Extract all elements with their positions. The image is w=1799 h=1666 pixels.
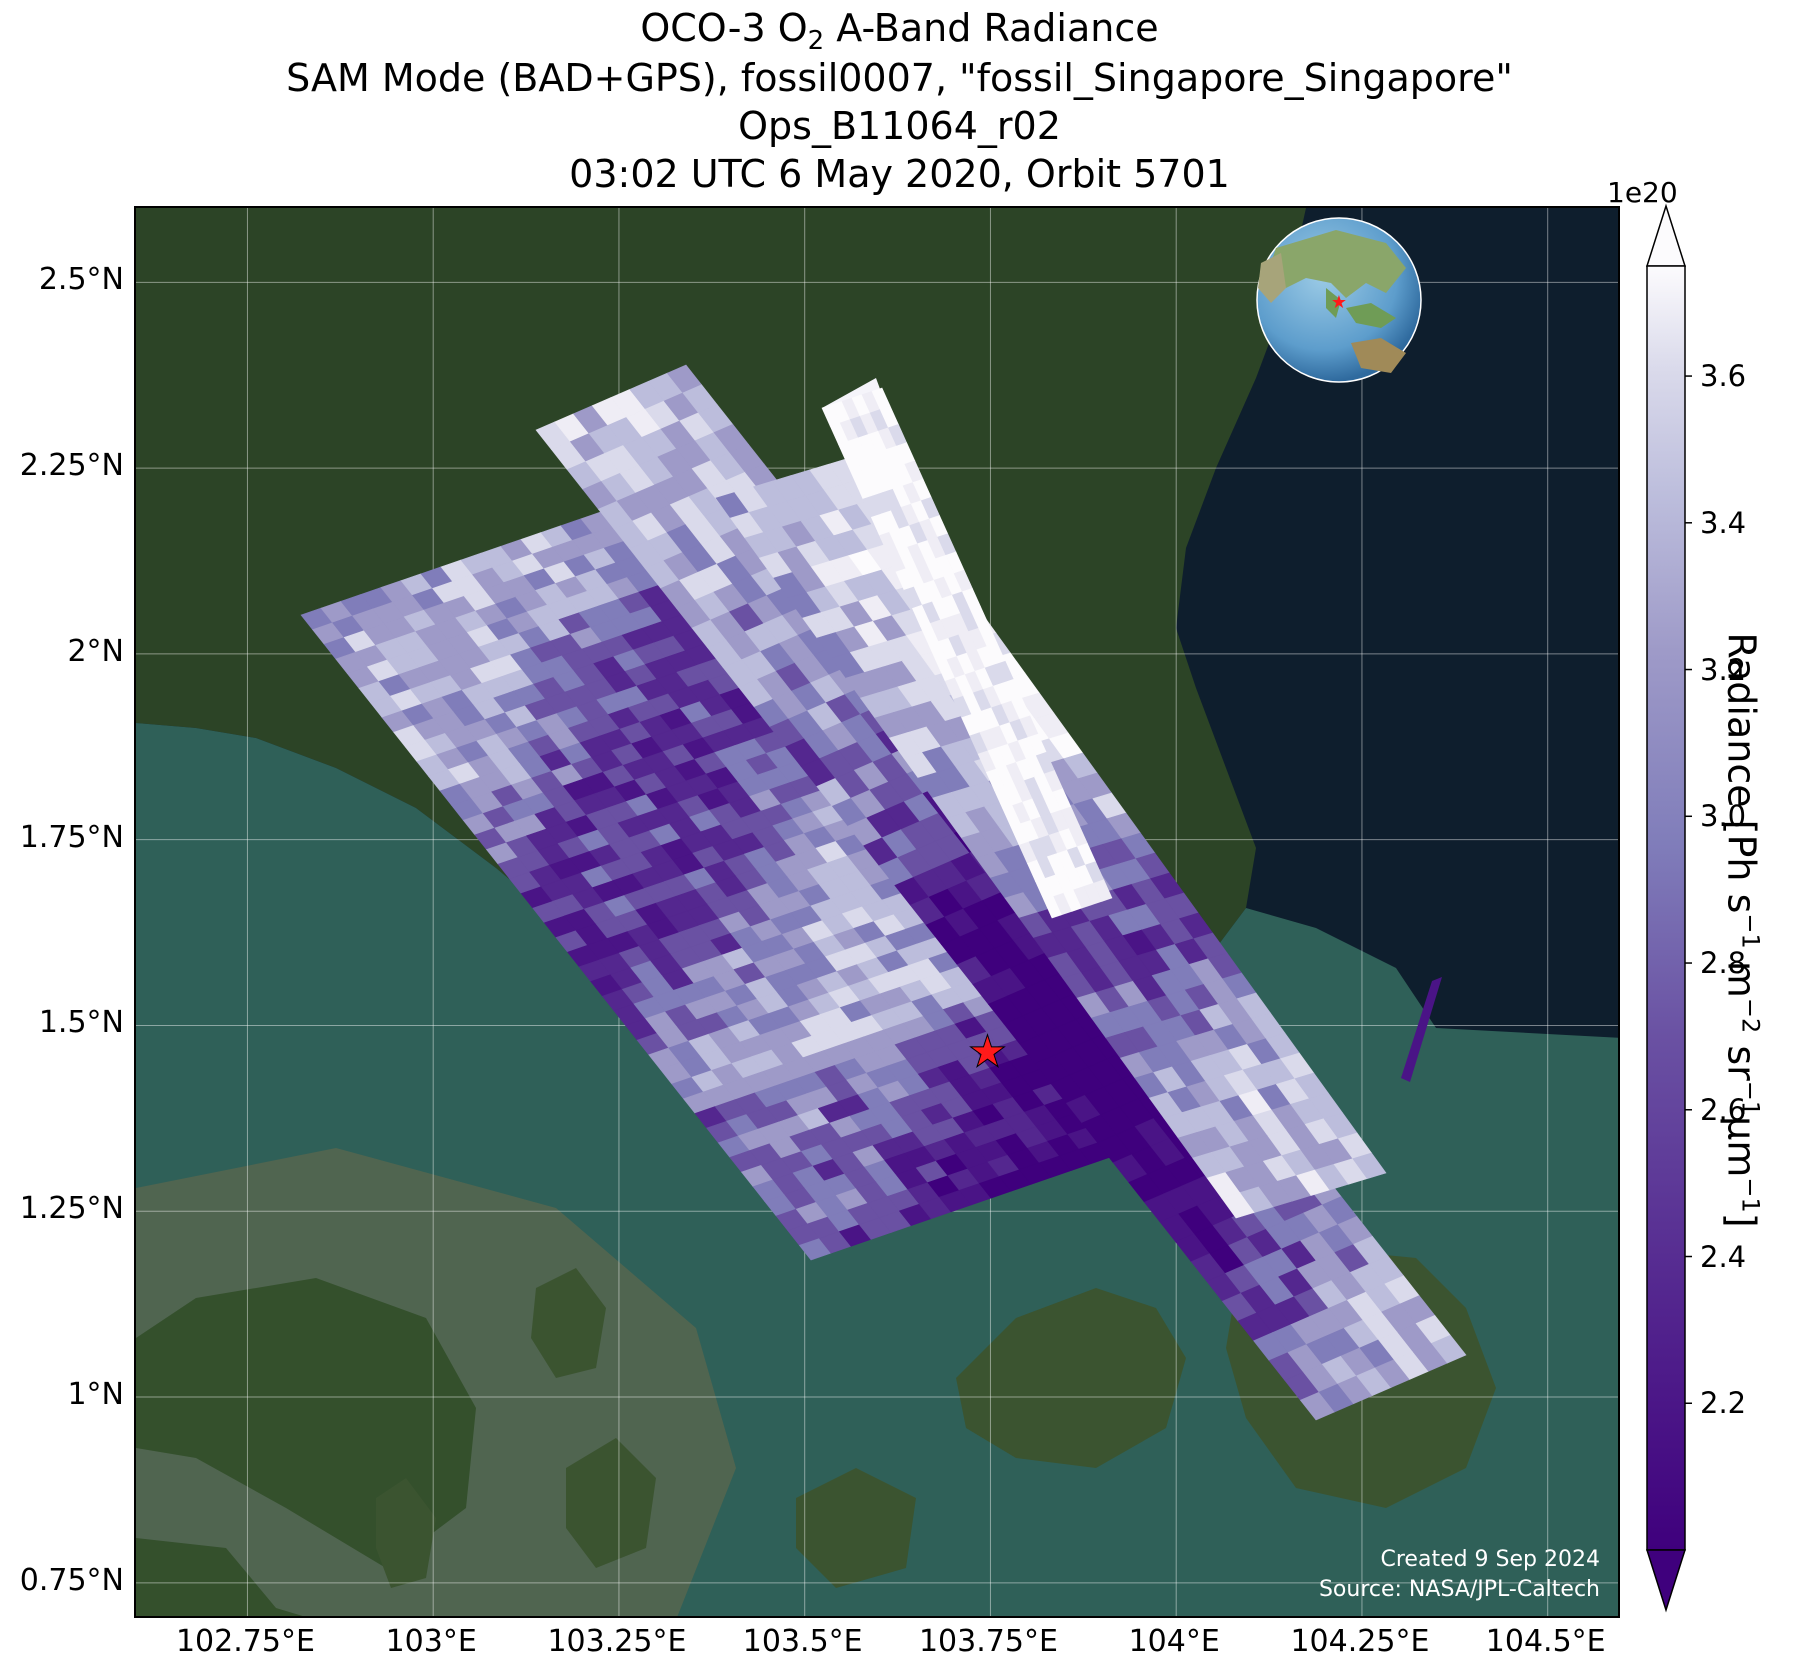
land-batam	[956, 1288, 1186, 1468]
inset-globe	[1256, 217, 1422, 383]
map-panel[interactable]: ★ ★ Created 9 Sep 2024 Source: NASA/JPL-…	[134, 206, 1620, 1618]
lat-tick-label: 1.25°N	[19, 1191, 124, 1227]
colorbar-extend-max	[1645, 203, 1687, 267]
lon-tick-label: 104°E	[1128, 1624, 1220, 1659]
target-site-marker[interactable]: ★	[967, 1026, 1007, 1078]
title-line-2: SAM Mode (BAD+GPS), fossil0007, "fossil_…	[286, 56, 1513, 100]
colorbar	[1645, 203, 1692, 1613]
colorbar-tick-label: 3.2	[1700, 652, 1747, 687]
lon-tick-label: 102.75°E	[175, 1624, 315, 1659]
colorbar-tick-marks	[1685, 375, 1692, 1405]
lat-tick-label: 0.75°N	[19, 1562, 124, 1598]
credit-created: Created 9 Sep 2024	[1380, 1547, 1601, 1572]
land-island-b	[566, 1438, 656, 1568]
map-canvas: ★ ★	[136, 208, 1618, 1616]
lon-tick-label: 104.5°E	[1485, 1624, 1606, 1659]
lon-tick-label: 103.25°E	[547, 1624, 687, 1659]
lon-tick-label: 104.25°E	[1290, 1624, 1430, 1659]
radiance-swaths	[300, 364, 1467, 1421]
lat-tick-label: 2.25°N	[19, 448, 124, 484]
land-island-d	[376, 1478, 436, 1588]
colorbar-ramp	[1646, 265, 1686, 1551]
colorbar-tick-label: 2.4	[1700, 1239, 1747, 1274]
colorbar-extend-min	[1645, 1549, 1687, 1613]
lon-tick-label: 103°E	[385, 1624, 477, 1659]
lon-tick-label: 103.5°E	[742, 1624, 863, 1659]
lat-tick-label: 1.5°N	[38, 1005, 124, 1041]
credit-source: Source: NASA/JPL-Caltech	[1318, 1577, 1600, 1602]
colorbar-tick-label: 2.6	[1700, 1092, 1747, 1127]
colorbar-tick-label: 3.4	[1700, 505, 1747, 540]
title-line-1: OCO-3 O2 A-Band Radiance	[640, 6, 1159, 56]
lon-tick-label: 103.75°E	[918, 1624, 1058, 1659]
land-island-a	[531, 1268, 606, 1378]
colorbar-tick-label: 2.2	[1700, 1386, 1747, 1421]
inset-globe-marker: ★	[1331, 292, 1347, 313]
colorbar-tick-label: 2.8	[1700, 946, 1747, 981]
colorbar-tick-label: 3.6	[1700, 359, 1747, 394]
lat-tick-label: 1°N	[67, 1377, 124, 1413]
lat-tick-label: 2.5°N	[38, 262, 124, 298]
title-line-4: 03:02 UTC 6 May 2020, Orbit 5701	[569, 152, 1230, 196]
title-line-3: Ops_B11064_r02	[738, 104, 1061, 148]
colorbar-exponent: 1e20	[1607, 176, 1678, 209]
lat-tick-label: 1.75°N	[19, 819, 124, 855]
lat-tick-label: 2°N	[67, 633, 124, 669]
land-sumatra-south	[136, 1538, 303, 1616]
land-island-c	[796, 1468, 916, 1588]
colorbar-tick-label: 3.0	[1700, 799, 1747, 834]
